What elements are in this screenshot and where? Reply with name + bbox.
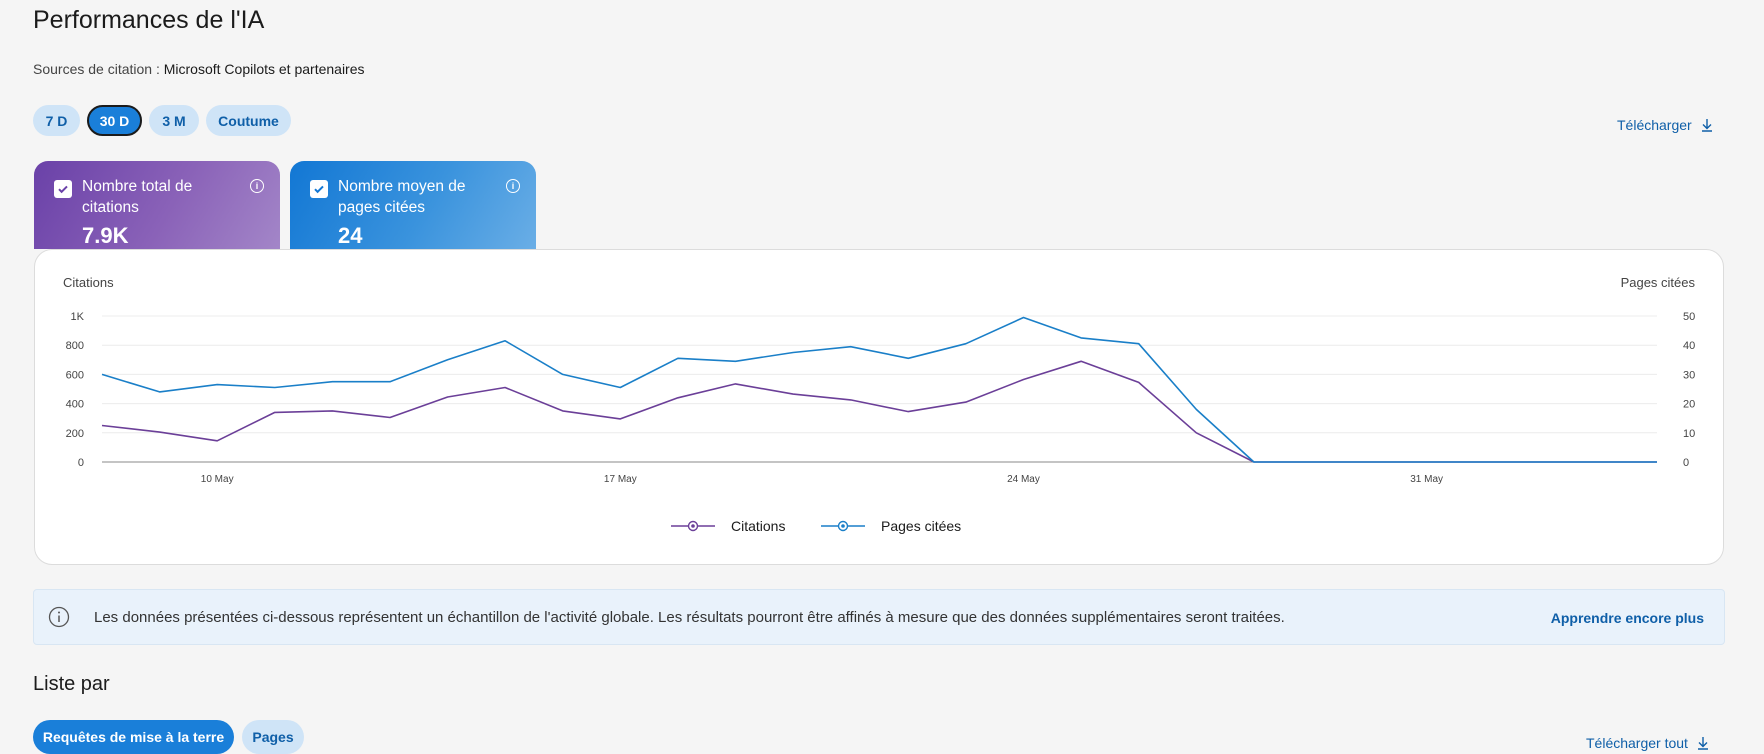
metric-card-total-citations[interactable]: Nombre total de citations 7.9K i	[34, 161, 280, 249]
download-icon	[1697, 737, 1708, 750]
notice-banner: Les données présentées ci-dessous représ…	[33, 589, 1725, 645]
metric-card-label: Nombre moyen de pages citées	[338, 178, 466, 216]
y-left-tick-label: 400	[66, 399, 84, 411]
page-title: Performances de l'IA	[33, 6, 265, 34]
y-left-tick-label: 0	[78, 457, 84, 469]
download-button[interactable]: Télécharger	[1617, 117, 1714, 133]
citation-sources: Sources de citation : Microsoft Copilots…	[33, 61, 365, 77]
x-tick-label: 17 May	[604, 474, 637, 485]
download-all-label: Télécharger tout	[1586, 735, 1688, 751]
chart-panel: Citations Pages citées 0 0 200 10 400 20 600 30 80…	[34, 249, 1724, 565]
citation-sources-value: Microsoft Copilots et partenaires	[163, 61, 365, 77]
checkbox-checked-icon[interactable]	[310, 180, 328, 198]
range-pill-7d[interactable]: 7 D	[33, 105, 80, 136]
y-right-tick-label: 20	[1683, 399, 1695, 411]
download-all-button[interactable]: Télécharger tout	[1586, 735, 1710, 751]
download-icon	[1701, 119, 1712, 132]
range-pill-30d[interactable]: 30 D	[87, 105, 142, 136]
y-left-tick-label: 800	[66, 340, 84, 352]
metric-card-label: Nombre total de citations	[82, 178, 193, 216]
y-right-tick-label: 10	[1683, 428, 1695, 440]
tab-grounding-queries[interactable]: Requêtes de mise à la terre	[33, 720, 234, 754]
range-pill-custom[interactable]: Coutume	[206, 105, 291, 136]
y-right-tick-label: 0	[1683, 457, 1689, 469]
y-left-axis-label: Citations	[63, 275, 114, 290]
x-tick-label: 10 May	[201, 474, 234, 485]
x-tick-label: 24 May	[1007, 474, 1040, 485]
y-left-tick-label: 600	[66, 369, 84, 381]
y-left-tick-label: 200	[66, 428, 84, 440]
info-icon[interactable]: i	[250, 179, 264, 193]
y-right-axis-label: Pages citées	[1621, 275, 1696, 290]
metric-card-value: 24	[338, 223, 363, 248]
notice-text: Les données présentées ci-dessous représ…	[94, 609, 1285, 626]
info-icon[interactable]: i	[506, 179, 520, 193]
citation-sources-label: Sources de citation :	[33, 61, 164, 77]
range-pill-3m[interactable]: 3 M	[149, 105, 199, 136]
legend-entry: Citations	[731, 518, 785, 534]
metric-card-avg-pages[interactable]: Nombre moyen de pages citées 24 i	[290, 161, 536, 249]
metric-card-value: 7.9K	[82, 223, 129, 248]
x-tick-label: 31 May	[1410, 474, 1443, 485]
list-section-title: Liste par	[33, 673, 110, 695]
checkbox-checked-icon[interactable]	[54, 180, 72, 198]
series-line-citations	[101, 360, 1657, 463]
legend-marker-dot	[691, 524, 695, 528]
y-right-tick-label: 30	[1683, 369, 1695, 381]
learn-more-link[interactable]: Apprendre encore plus	[1550, 610, 1704, 626]
download-label: Télécharger	[1617, 117, 1692, 133]
y-right-tick-label: 50	[1683, 311, 1695, 323]
info-icon	[48, 606, 70, 628]
legend-marker-dot	[841, 524, 845, 528]
y-right-tick-label: 40	[1683, 340, 1695, 352]
legend-entry: Pages citées	[881, 518, 961, 534]
y-left-tick-label: 1K	[71, 311, 85, 323]
tab-pages[interactable]: Pages	[242, 720, 304, 754]
line-chart: Citations Pages citées 0 0 200 10 400 20 600 30 80…	[63, 275, 1696, 534]
series-line-pages	[101, 316, 1657, 463]
